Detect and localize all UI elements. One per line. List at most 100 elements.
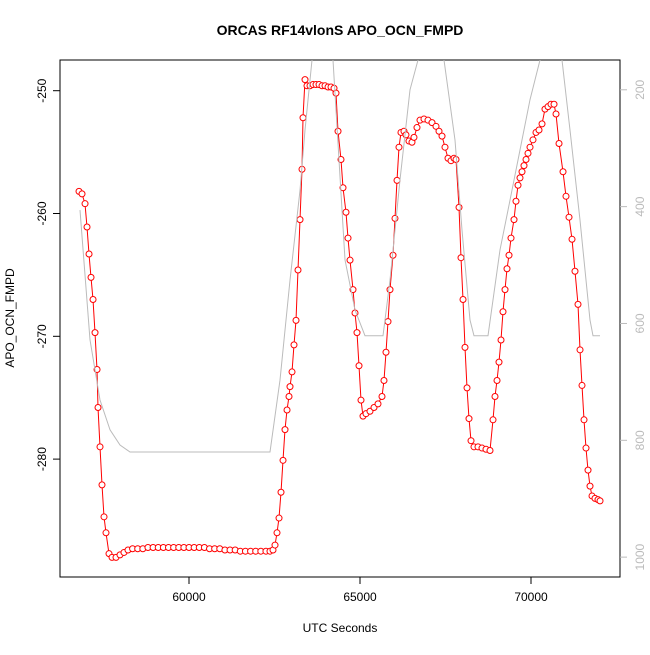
point [596,497,604,505]
point [277,488,285,496]
y-tick-label: -260 [35,201,49,225]
x-tick-label: 60000 [172,590,206,604]
point [292,316,300,324]
point [491,392,499,400]
point [332,89,340,97]
y2-tick-label: 400 [633,196,647,216]
x-tick-label: 70000 [514,590,548,604]
point [510,216,518,224]
point [559,168,567,176]
point [489,416,497,424]
plot-box [59,59,621,578]
point [467,437,475,445]
point [299,114,307,122]
point [279,456,287,464]
point [290,341,298,349]
point [586,482,594,490]
point [538,120,546,128]
point [507,234,515,242]
point [393,176,401,184]
point [380,377,388,385]
point [499,308,507,316]
point [402,131,410,139]
point [382,348,390,356]
y-tick-label: -280 [35,447,49,471]
point [288,368,296,376]
point [413,124,421,132]
point [580,416,588,424]
point [78,190,86,198]
point [342,208,350,216]
point [296,216,304,224]
point [91,329,99,337]
point [571,267,579,275]
point [463,384,471,392]
point [435,127,443,135]
y2-tick-label: 800 [633,430,647,450]
point [353,329,361,337]
point [584,466,592,474]
point [384,318,392,326]
point [501,286,509,294]
point [275,514,283,522]
point [568,235,576,243]
point [410,133,418,141]
point [102,529,110,537]
point [514,181,522,189]
point [283,406,291,414]
point [497,336,505,344]
point [441,143,449,151]
point [582,444,590,452]
point [374,400,382,408]
point [286,383,294,391]
point [578,381,586,389]
point [522,155,530,163]
point [89,295,97,303]
point [555,140,563,148]
point [98,481,106,489]
point [83,223,91,231]
point [486,447,494,455]
point [459,295,467,303]
point [562,192,570,200]
point [529,136,537,144]
y2-tick-label: 600 [633,313,647,333]
point [524,149,532,157]
chart-title: ORCAS RF14vlonS APO_OCN_FMPD [217,22,464,38]
point [344,234,352,242]
point [565,213,573,221]
y2-tick-label: 200 [633,79,647,99]
point [505,251,513,259]
point [438,132,446,140]
point [550,100,558,108]
point [455,203,463,211]
point [391,214,399,222]
point [520,162,528,170]
point [301,76,309,84]
point [339,184,347,192]
point [552,110,560,118]
point [271,541,279,549]
x-axis-label: UTC Seconds [303,621,378,635]
y-tick-label: -270 [35,324,49,348]
point [357,396,365,404]
point [378,392,386,400]
point [346,256,354,264]
point [96,443,104,451]
point [294,266,302,274]
point [493,377,501,385]
point [87,273,95,281]
point [495,358,503,366]
point [512,197,520,205]
y-axis-label: APO_OCN_FMPD [3,268,17,368]
x-tick-label: 65000 [343,590,377,604]
y2-tick-label: 1000 [633,543,647,570]
point [465,415,473,423]
point [457,254,465,262]
point [355,362,363,370]
point [386,286,394,294]
point [576,346,584,354]
point [81,200,89,208]
